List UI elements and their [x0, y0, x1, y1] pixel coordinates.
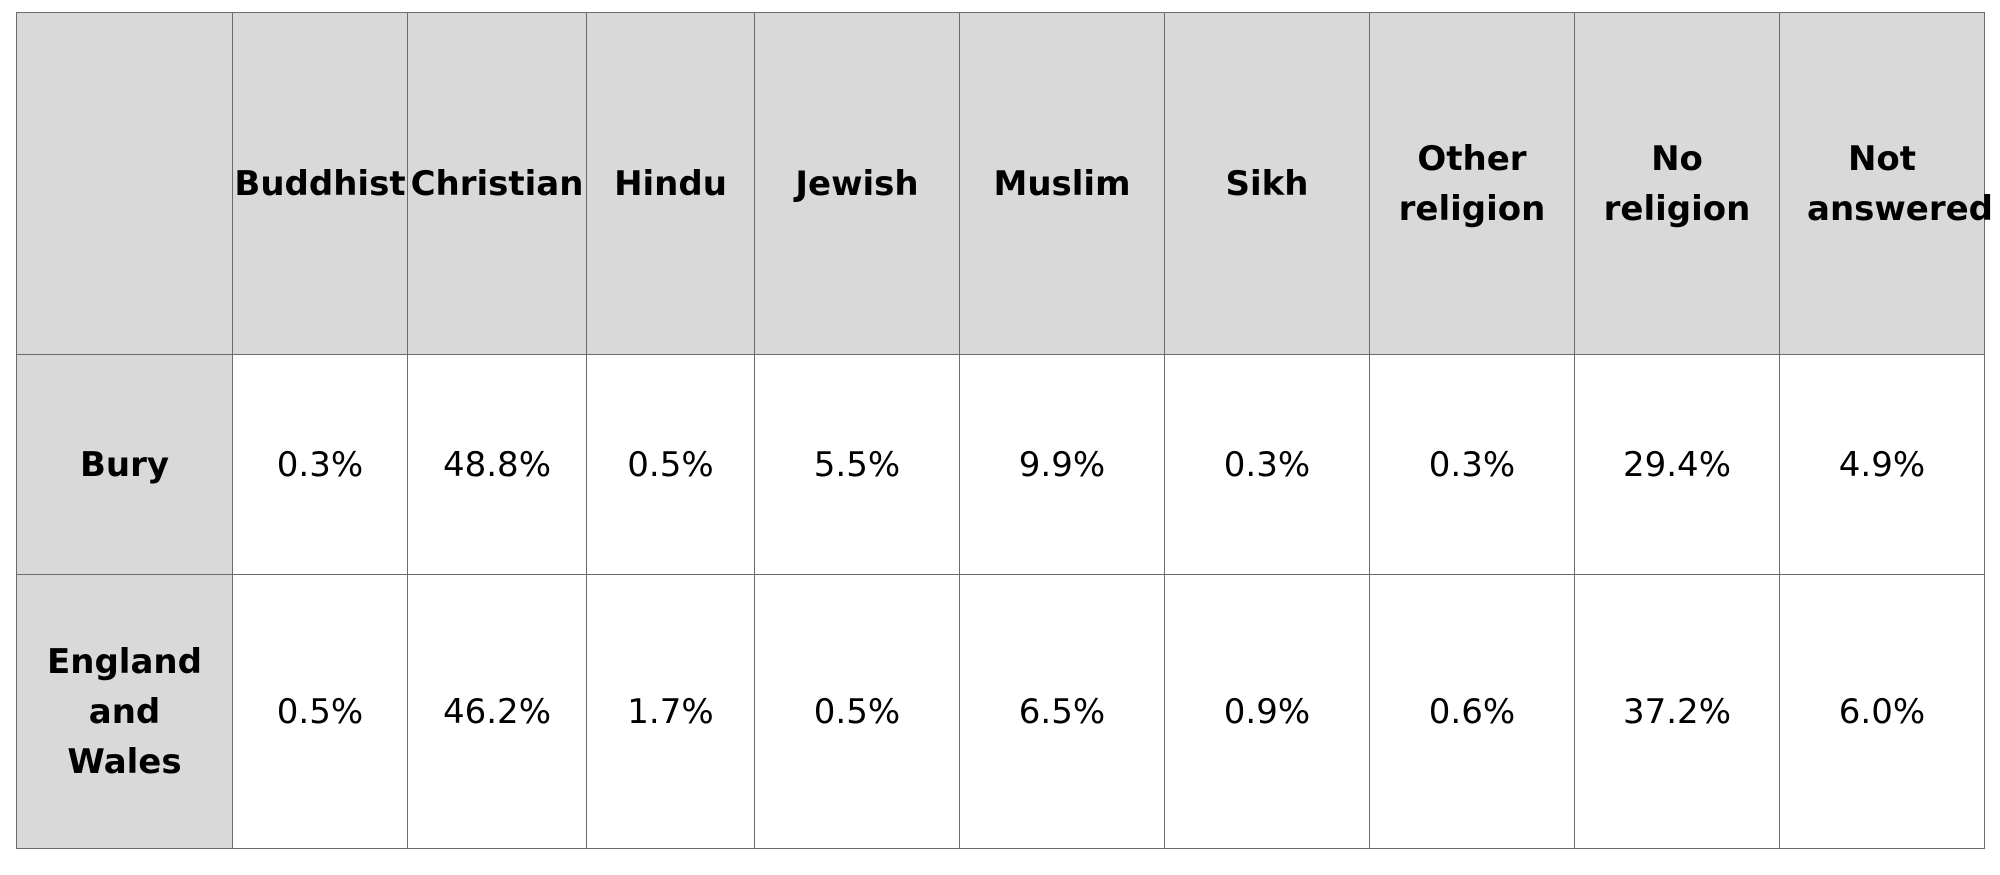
table-cell: 37.2% [1574, 574, 1780, 849]
table-cell: 0.5% [586, 354, 755, 575]
table-cell: 0.3% [1164, 354, 1370, 575]
table-cell: 0.5% [754, 574, 960, 849]
religion-table: Buddhist Christian Hindu Jewish Muslim S… [16, 12, 1993, 849]
column-header-jewish: Jewish [754, 12, 960, 355]
religion-table-container: Buddhist Christian Hindu Jewish Muslim S… [16, 12, 1993, 849]
column-header-muslim: Muslim [959, 12, 1165, 355]
table-cell: 0.9% [1164, 574, 1370, 849]
column-header-buddhist: Buddhist [232, 12, 408, 355]
column-header-no-religion: No religion [1574, 12, 1780, 355]
table-cell: 0.6% [1369, 574, 1575, 849]
table-cell: 0.3% [1369, 354, 1575, 575]
table-row-bury: Bury 0.3% 48.8% 0.5% 5.5% 9.9% 0.3% 0.3%… [16, 354, 1985, 575]
table-cell: 1.7% [586, 574, 755, 849]
table-cell: 29.4% [1574, 354, 1780, 575]
table-cell: 48.8% [407, 354, 587, 575]
column-header-hindu: Hindu [586, 12, 755, 355]
column-header-christian: Christian [407, 12, 587, 355]
table-cell: 46.2% [407, 574, 587, 849]
column-header-sikh: Sikh [1164, 12, 1370, 355]
table-cell: 5.5% [754, 354, 960, 575]
table-cell: 6.5% [959, 574, 1165, 849]
table-cell: 4.9% [1779, 354, 1985, 575]
table-cell: 0.3% [232, 354, 408, 575]
column-header-other-religion: Other religion [1369, 12, 1575, 355]
row-header-bury: Bury [16, 354, 233, 575]
table-cell: 6.0% [1779, 574, 1985, 849]
table-cell: 9.9% [959, 354, 1165, 575]
corner-cell [16, 12, 233, 355]
column-header-not-answered: Not answered [1779, 12, 1993, 355]
table-cell: 0.5% [232, 574, 408, 849]
header-row: Buddhist Christian Hindu Jewish Muslim S… [16, 12, 1993, 355]
row-header-england-and-wales: England and Wales [16, 574, 233, 849]
table-row-england-and-wales: England and Wales 0.5% 46.2% 1.7% 0.5% 6… [16, 574, 1985, 849]
